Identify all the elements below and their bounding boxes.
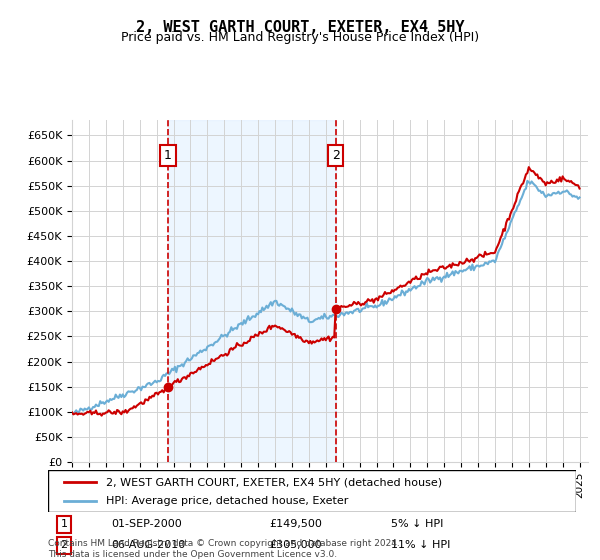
Text: 2, WEST GARTH COURT, EXETER, EX4 5HY: 2, WEST GARTH COURT, EXETER, EX4 5HY <box>136 20 464 35</box>
Text: 2, WEST GARTH COURT, EXETER, EX4 5HY (detached house): 2, WEST GARTH COURT, EXETER, EX4 5HY (de… <box>106 477 442 487</box>
Text: Contains HM Land Registry data © Crown copyright and database right 2024.
This d: Contains HM Land Registry data © Crown c… <box>48 539 400 559</box>
Bar <box>168 120 335 462</box>
Text: £149,500: £149,500 <box>270 520 323 529</box>
FancyBboxPatch shape <box>48 470 576 512</box>
Text: 06-AUG-2010: 06-AUG-2010 <box>112 540 185 550</box>
Text: 11% ↓ HPI: 11% ↓ HPI <box>391 540 451 550</box>
Text: 1: 1 <box>61 520 67 529</box>
Text: £305,000: £305,000 <box>270 540 322 550</box>
Text: Price paid vs. HM Land Registry's House Price Index (HPI): Price paid vs. HM Land Registry's House … <box>121 31 479 44</box>
Text: 01-SEP-2000: 01-SEP-2000 <box>112 520 182 529</box>
Text: 5% ↓ HPI: 5% ↓ HPI <box>391 520 443 529</box>
Text: 2: 2 <box>60 540 67 550</box>
Text: HPI: Average price, detached house, Exeter: HPI: Average price, detached house, Exet… <box>106 496 349 506</box>
Text: 2: 2 <box>332 149 340 162</box>
Text: 1: 1 <box>164 149 172 162</box>
